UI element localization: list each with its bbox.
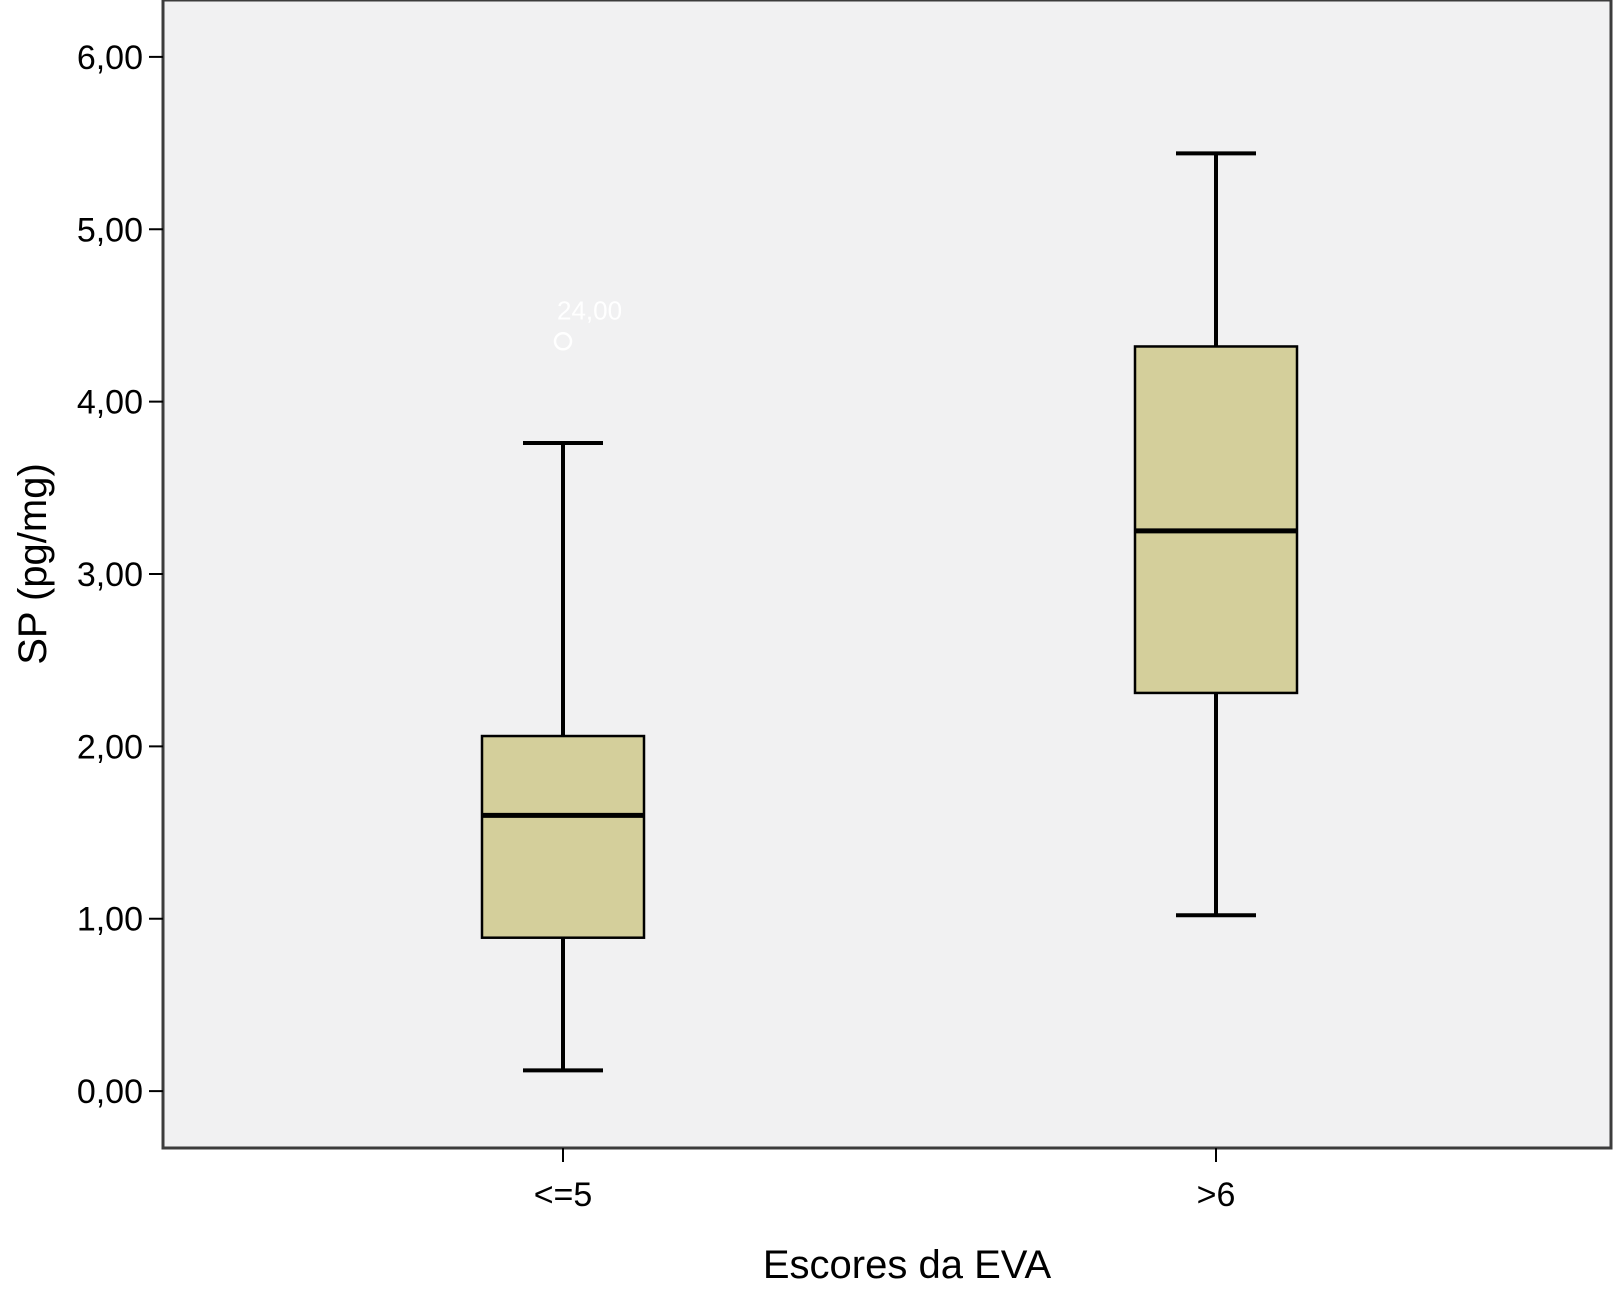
y-axis: 0,00 1,00 2,00 3,00 4,00 5,00 6,00 <box>77 39 163 1111</box>
y-tick-label: 5,00 <box>77 211 143 249</box>
x-tick-label: >6 <box>1197 1176 1236 1214</box>
y-tick-label: 1,00 <box>77 901 143 939</box>
y-tick-label: 2,00 <box>77 728 143 766</box>
plot-area <box>161 0 1613 1150</box>
outlier-label: 24,00 <box>557 295 622 325</box>
box-1: 24,00 <box>480 295 646 1073</box>
x-axis: <=5 >6 <box>534 1148 1236 1214</box>
x-axis-title: Escores da EVA <box>763 1243 1052 1287</box>
y-tick-label: 3,00 <box>77 556 143 594</box>
box-series: 24,00 <box>480 151 1299 1073</box>
x-tick-label: <=5 <box>534 1176 593 1214</box>
y-axis-title: SP (pg/mg) <box>11 463 55 665</box>
outlier-point <box>553 332 573 351</box>
box-2 <box>1133 151 1299 918</box>
iqr-box <box>480 734 646 939</box>
iqr-box <box>1133 345 1299 695</box>
y-tick-label: 6,00 <box>77 39 143 77</box>
y-tick-label: 4,00 <box>77 384 143 422</box>
y-tick-label: 0,00 <box>77 1073 143 1111</box>
